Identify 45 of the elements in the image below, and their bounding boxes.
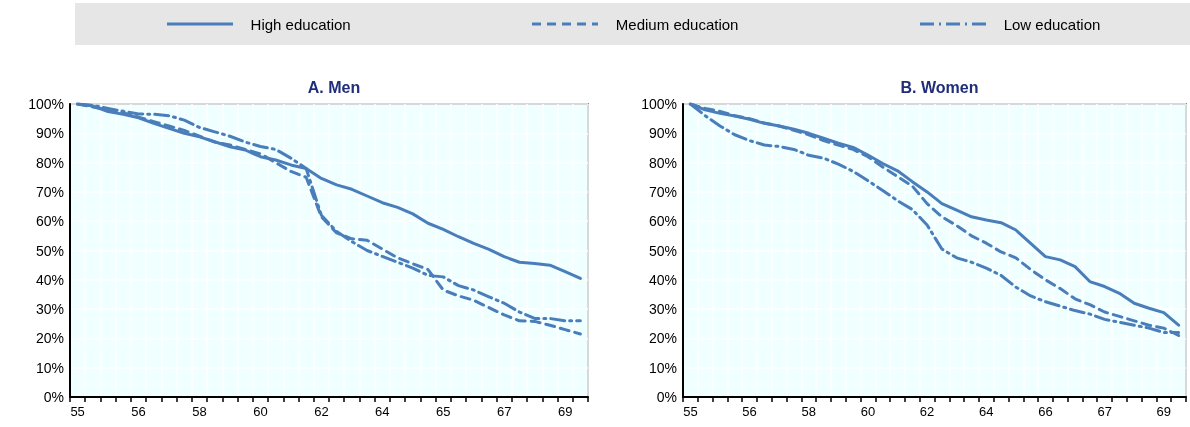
x-tick-label: 65 [436,404,451,419]
y-tick-label: 20% [35,330,64,347]
y-tick-label: 50% [648,242,677,259]
y-tick-label: 0% [43,389,64,405]
x-tick-label: 64 [979,404,994,419]
y-tick-label: 10% [35,359,64,376]
y-tick-label: 70% [35,183,64,200]
y-tick-label: 60% [648,213,677,230]
y-tick-label: 30% [35,301,64,318]
x-tick-label: 62 [919,404,935,419]
y-tick-label: 60% [35,213,64,230]
y-tick-label: 50% [35,242,64,259]
y-tick-label: 40% [35,271,64,288]
y-tick-label: 80% [648,154,677,171]
x-tick-label: 55 [683,404,698,419]
x-tick-label: 58 [801,404,816,419]
x-tick-label: 60 [860,404,876,419]
legend-label: High education [250,15,351,33]
x-tick-label: 58 [192,404,207,419]
x-tick-label: 55 [70,404,85,419]
y-tick-label: 40% [648,271,677,288]
y-tick-label: 20% [648,330,677,347]
legend-label: Low education [1003,15,1101,33]
x-tick-label: 60 [253,404,268,419]
y-tick-label: 30% [648,301,677,318]
x-tick-label: 62 [314,404,329,419]
x-tick-label: 66 [1038,404,1053,419]
x-tick-label: 56 [742,404,757,419]
x-tick-label: 56 [131,404,146,419]
y-tick-label: 90% [35,125,64,142]
x-tick-label: 69 [557,404,573,419]
x-tick-label: 64 [375,404,390,419]
y-tick-label: 80% [35,154,64,171]
chart-title: A. Men [307,78,361,96]
y-tick-label: 10% [648,359,677,376]
y-tick-label: 90% [648,125,677,142]
x-tick-label: 67 [1097,404,1112,419]
y-tick-label: 0% [656,389,677,405]
y-tick-label: 100% [641,96,677,112]
y-tick-label: 100% [28,96,64,112]
y-tick-label: 70% [648,183,677,200]
legend-label: Medium education [615,15,739,33]
x-tick-label: 67 [496,404,512,419]
chart-title: B. Women [900,78,979,96]
x-tick-label: 69 [1156,404,1172,419]
